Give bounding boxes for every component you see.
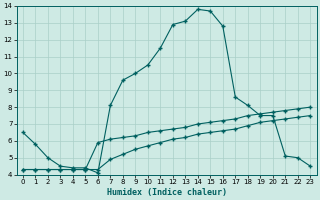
X-axis label: Humidex (Indice chaleur): Humidex (Indice chaleur) [107,188,227,197]
